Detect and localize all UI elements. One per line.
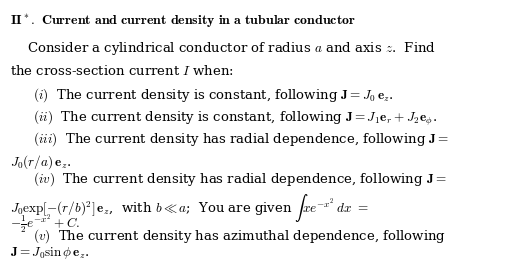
Text: $-\frac{1}{2}e^{-x^2} + C.$: $-\frac{1}{2}e^{-x^2} + C.$ xyxy=(10,212,80,235)
Text: $(v)$  The current density has azimuthal dependence, following: $(v)$ The current density has azimuthal … xyxy=(34,227,447,245)
Text: $(iii)$  The current density has radial dependence, following $\mathbf{J} =$: $(iii)$ The current density has radial d… xyxy=(34,131,450,148)
Text: $(ii)$  The current density is constant, following $\mathbf{J} = J_1\mathbf{e}_r: $(ii)$ The current density is constant, … xyxy=(34,109,437,128)
Text: the cross-section current $I$ when:: the cross-section current $I$ when: xyxy=(10,64,234,78)
Text: $(i)$  The current density is constant, following $\mathbf{J} = J_0\,\mathbf{e}_: $(i)$ The current density is constant, f… xyxy=(34,86,394,104)
Text: Consider a cylindrical conductor of radius $a$ and axis $z$.  Find: Consider a cylindrical conductor of radi… xyxy=(27,39,436,57)
Text: $\mathbf{J} = J_0\sin\phi\,\mathbf{e}_z$.: $\mathbf{J} = J_0\sin\phi\,\mathbf{e}_z$… xyxy=(10,245,89,261)
Text: $J_0(r/a)\,\mathbf{e}_z$.: $J_0(r/a)\,\mathbf{e}_z$. xyxy=(10,153,71,171)
Text: $J_0\exp[-(r/b)^2]\,\mathbf{e}_z$,  with $b \ll a$;  You are given $\int xe^{-x^: $J_0\exp[-(r/b)^2]\,\mathbf{e}_z$, with … xyxy=(10,192,369,224)
Text: $(iv)$  The current density has radial dependence, following $\mathbf{J} =$: $(iv)$ The current density has radial de… xyxy=(34,170,447,188)
Text: $\mathbf{II^*.\ }$$\bf{Current\ and\ current\ density\ in\ a\ tubular\ conductor: $\mathbf{II^*.\ }$$\bf{Current\ and\ cur… xyxy=(10,12,356,30)
